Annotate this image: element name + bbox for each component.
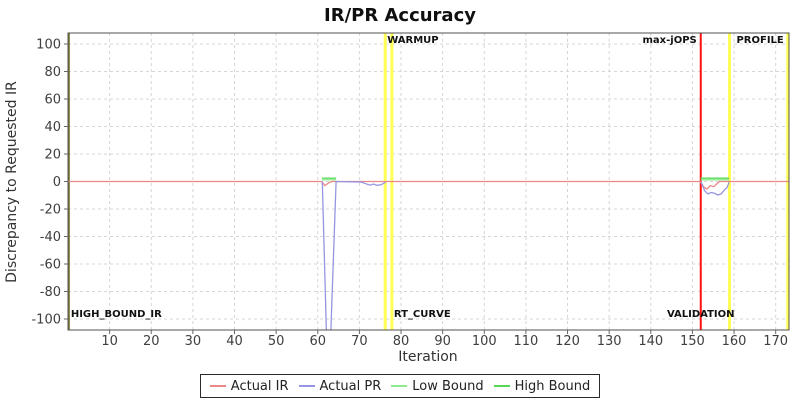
legend: Actual IR Actual PR Low Bound High Bound (0, 374, 800, 398)
x-tick-label: 100 (472, 334, 497, 349)
x-tick-label: 50 (268, 334, 285, 349)
y-tick-label: -100 (31, 313, 61, 328)
y-tick-label: -40 (40, 230, 61, 245)
x-tick-label: 120 (555, 334, 580, 349)
marker-label: WARMUP (387, 35, 438, 46)
gridlines (68, 33, 789, 330)
x-tick-label: 170 (763, 334, 788, 349)
chart-title: IR/PR Accuracy (324, 5, 476, 26)
marker-label: PROFILE (736, 35, 783, 46)
legend-swatch (298, 385, 315, 387)
legend-swatch (209, 385, 226, 387)
legend-label: Actual IR (230, 378, 289, 394)
x-tick-label: 150 (680, 334, 705, 349)
legend-item-actual-pr: Actual PR (298, 378, 382, 394)
x-tick-label: 60 (309, 334, 326, 349)
legend-item-low-bound: Low Bound (391, 378, 484, 394)
axis-ticks: 10 20 30 40 50 60 70 80 90 100 110 120 130 140 150 160 1… (31, 38, 788, 350)
x-tick-label: 40 (226, 334, 243, 349)
legend-label: Low Bound (412, 378, 484, 394)
y-axis-title: Discrepancy to Requested IR (4, 81, 20, 283)
y-tick-label: 20 (44, 148, 61, 163)
plot-area: 10 20 30 40 50 60 70 80 90 100 110 120 130 140 150 160 1… (4, 5, 790, 365)
x-tick-label: 130 (597, 334, 622, 349)
x-tick-label: 80 (393, 334, 410, 349)
x-tick-label: 10 (101, 334, 118, 349)
legend-box: Actual IR Actual PR Low Bound High Bound (199, 374, 601, 398)
x-axis-title: Iteration (398, 349, 457, 365)
marker-label: max-jOPS (643, 35, 697, 46)
x-tick-label: 90 (434, 334, 451, 349)
x-tick-label: 160 (722, 334, 747, 349)
marker-label: HIGH_BOUND_IR (71, 309, 162, 320)
series-actual-pr (700, 181, 730, 196)
x-tick-label: 30 (185, 334, 202, 349)
marker-labels: HIGH_BOUND_IR WARMUP RT_CURVE max-jOPS VALID… (71, 35, 784, 320)
legend-swatch (493, 385, 510, 387)
x-tick-label: 70 (351, 334, 368, 349)
y-tick-label: 80 (44, 65, 61, 80)
y-tick-label: -80 (40, 285, 61, 300)
x-tick-label: 110 (513, 334, 538, 349)
legend-label: High Bound (514, 378, 591, 394)
y-tick-label: -20 (40, 203, 61, 218)
y-tick-label: -60 (40, 258, 61, 273)
legend-swatch (391, 385, 408, 387)
marker-label: RT_CURVE (394, 309, 451, 320)
y-tick-label: 60 (44, 93, 61, 108)
data-series (68, 177, 789, 330)
legend-item-actual-ir: Actual IR (209, 378, 289, 394)
series-actual-ir (68, 180, 789, 190)
x-tick-label: 140 (638, 334, 663, 349)
legend-label: Actual PR (319, 378, 382, 394)
y-tick-label: 100 (36, 38, 61, 53)
series-actual-pr (321, 180, 386, 330)
x-tick-label: 20 (143, 334, 160, 349)
legend-item-high-bound: High Bound (493, 378, 591, 394)
y-tick-label: 0 (53, 175, 61, 190)
marker-label: VALIDATION (667, 309, 735, 320)
y-tick-label: 40 (44, 120, 61, 135)
